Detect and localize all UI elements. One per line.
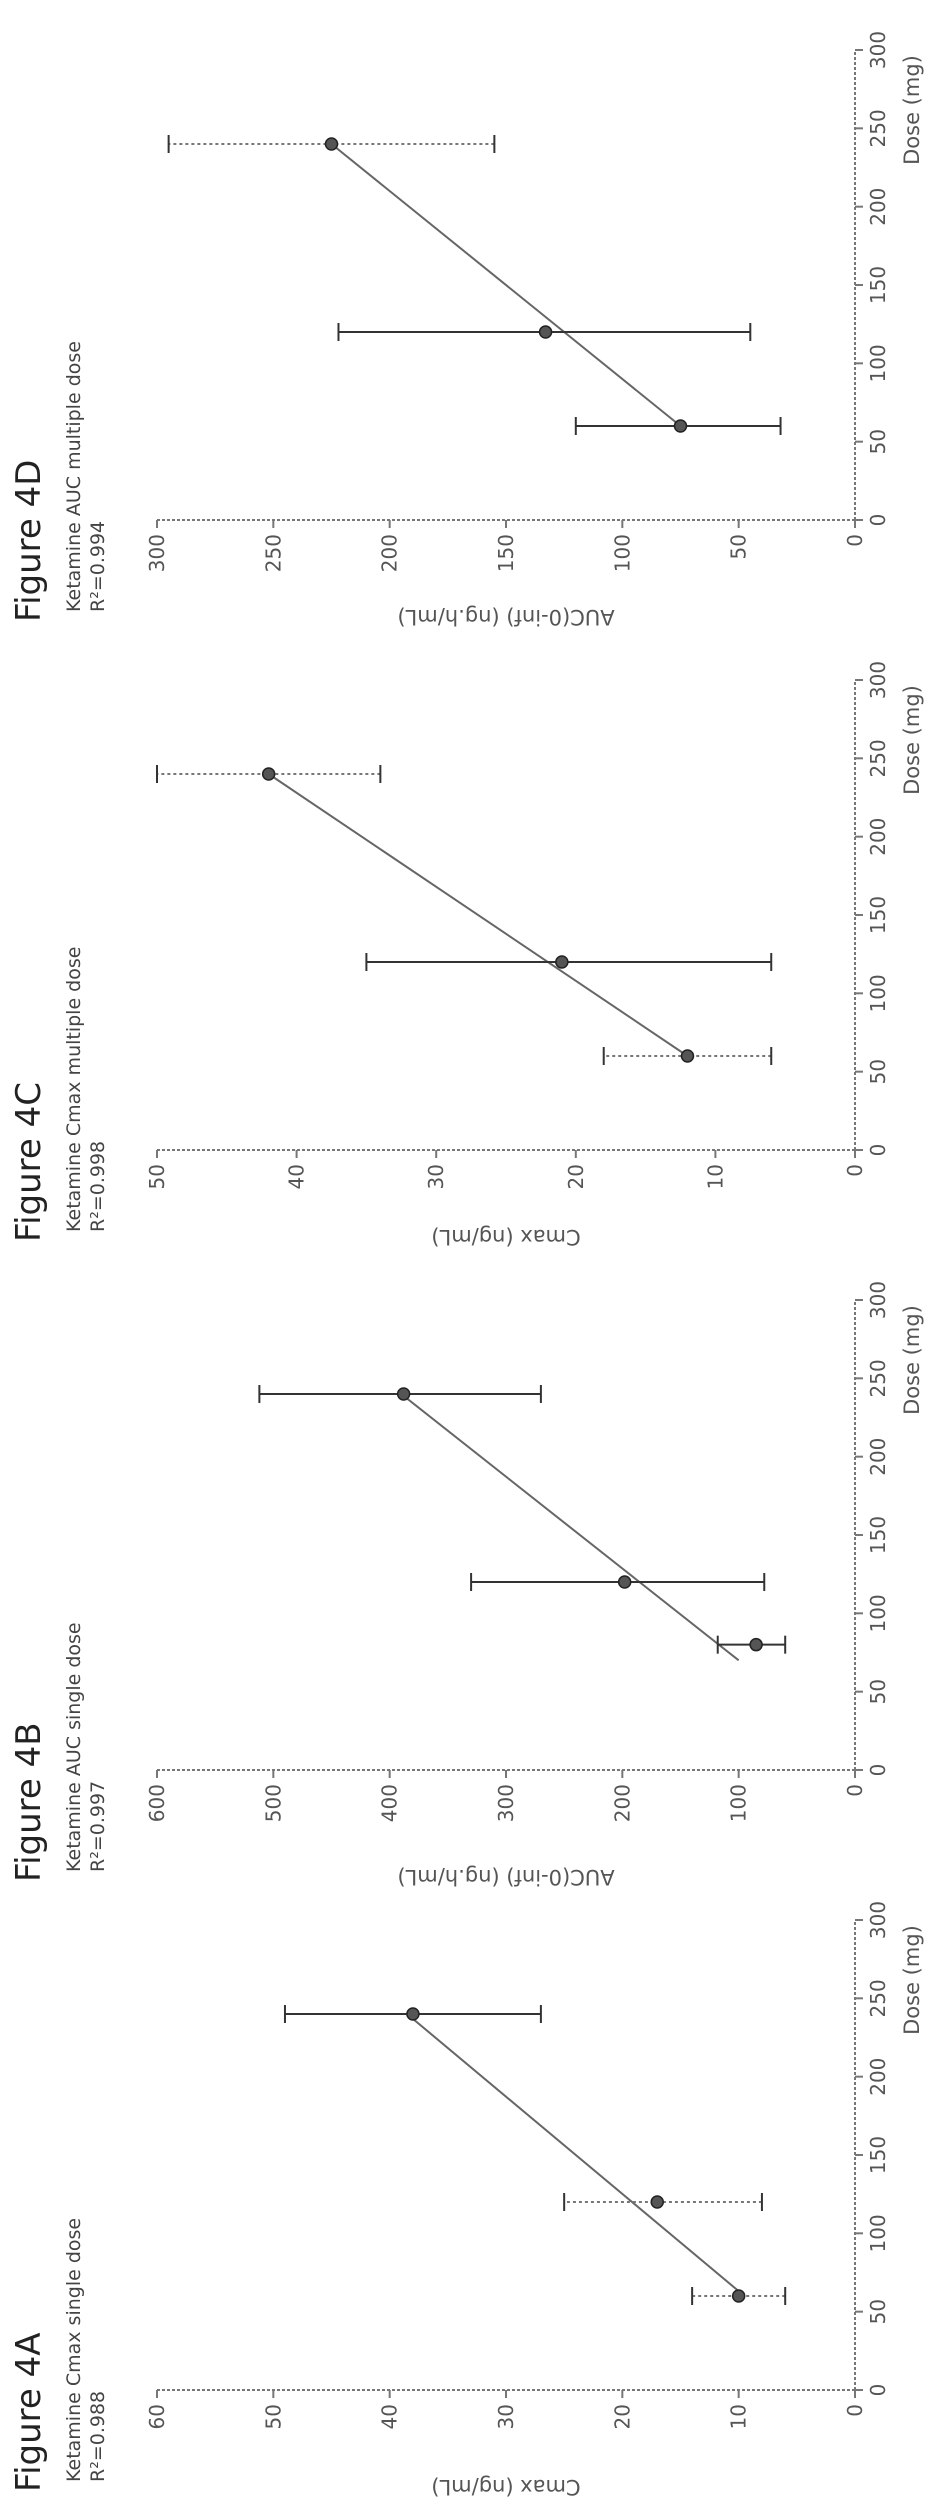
data-point	[673, 419, 688, 433]
y-tick-label: 60	[145, 2404, 169, 2429]
y-tick-label: 500	[261, 1784, 285, 1822]
y-tick-label: 40	[378, 2404, 402, 2429]
x-tick-label: 250	[866, 1979, 890, 2017]
x-tick-label: 200	[866, 818, 890, 856]
r-squared-label: R²=0.988	[87, 2391, 109, 2482]
x-tick-label: 250	[866, 109, 890, 147]
figure-label: Figure 4A	[9, 2332, 49, 2492]
chart-panel-2: Figure 4B Ketamine AUC single dose R²=0.99…	[9, 1281, 924, 1889]
x-tick-label: 300	[866, 661, 890, 699]
y-tick-label: 200	[610, 1784, 634, 1822]
chart-title: Ketamine AUC single dose	[63, 1622, 85, 1872]
x-tick-label: 250	[866, 1359, 890, 1397]
y-tick-label: 150	[494, 534, 518, 572]
trend-line	[406, 2013, 746, 2297]
y-tick-label: 250	[261, 534, 285, 572]
chart-panel-3: Figure 4C Ketamine Cmax multiple dose R²=0…	[9, 661, 924, 1249]
chart-panel-1: Figure 4A Ketamine Cmax single dose R²=0.9…	[9, 1901, 924, 2499]
y-axis-title: Cmax (ng/mL)	[431, 2475, 580, 2499]
y-tick-label: 10	[703, 1164, 727, 1189]
y-tick-label: 0	[843, 1164, 867, 1177]
x-tick-label: 0	[866, 1144, 890, 1157]
x-tick-label: 50	[866, 429, 890, 454]
x-axis-title: Dose (mg)	[900, 55, 924, 165]
data-point	[406, 2007, 420, 2021]
y-tick-label: 40	[285, 1164, 309, 1189]
x-tick-label: 150	[866, 1516, 890, 1554]
data-point	[650, 2195, 664, 2209]
y-tick-label: 30	[424, 1164, 448, 1189]
r-squared-label: R²=0.997	[87, 1781, 109, 1872]
x-tick-label: 200	[866, 1438, 890, 1476]
data-point	[680, 1049, 695, 1063]
figure-label: Figure 4C	[9, 1082, 49, 1242]
y-tick-label: 50	[261, 2404, 285, 2429]
y-tick-label: 0	[843, 534, 867, 547]
y-tick-label: 20	[564, 1164, 588, 1189]
x-tick-label: 100	[866, 344, 890, 382]
r-squared-label: R²=0.998	[87, 1141, 109, 1232]
y-tick-label: 600	[145, 1784, 169, 1822]
x-tick-label: 300	[866, 1901, 890, 1939]
x-tick-label: 300	[866, 31, 890, 69]
y-tick-label: 0	[843, 2404, 867, 2417]
figure-label: Figure 4D	[9, 460, 49, 622]
data-point	[617, 1575, 632, 1589]
chart-title: Ketamine Cmax single dose	[63, 2218, 85, 2482]
y-tick-label: 400	[378, 1784, 402, 1822]
y-tick-label: 50	[727, 534, 751, 559]
x-tick-label: 250	[866, 739, 890, 777]
x-tick-label: 150	[866, 266, 890, 304]
data-point	[749, 1637, 763, 1652]
y-axis-title: Cmax (ng/mL)	[431, 1225, 580, 1249]
x-axis-title: Dose (mg)	[900, 1305, 924, 1415]
chart-title: Ketamine Cmax multiple dose	[63, 947, 85, 1232]
x-axis-title: Dose (mg)	[900, 1925, 924, 2035]
data-point	[731, 2289, 746, 2303]
figure-label: Figure 4B	[9, 1722, 49, 1882]
y-tick-label: 300	[145, 534, 169, 572]
data-point	[396, 1387, 411, 1401]
trend-line	[400, 1393, 740, 1662]
chart-title: Ketamine AUC multiple dose	[63, 341, 85, 612]
x-tick-label: 50	[866, 2299, 890, 2324]
y-axis-title: AUC(0-inf) (ng.h/mL)	[397, 1865, 614, 1889]
y-axis-title: AUC(0-inf) (ng.h/mL)	[397, 605, 614, 629]
x-tick-label: 50	[866, 1679, 890, 1704]
y-tick-label: 0	[843, 1784, 867, 1797]
x-tick-label: 0	[866, 514, 890, 527]
x-tick-label: 100	[866, 2214, 890, 2252]
data-point	[261, 767, 276, 781]
x-tick-label: 200	[866, 2058, 890, 2096]
y-tick-label: 300	[494, 1784, 518, 1822]
x-tick-label: 0	[866, 1764, 890, 1777]
data-point	[324, 137, 339, 151]
y-tick-label: 50	[145, 1164, 169, 1189]
x-tick-label: 50	[866, 1059, 890, 1084]
r-squared-label: R²=0.994	[87, 521, 109, 612]
trend-line	[330, 143, 682, 427]
trend-line	[268, 773, 689, 1057]
x-axis-title: Dose (mg)	[900, 685, 924, 795]
chart-panel-4: Figure 4D Ketamine AUC multiple dose R²=0.…	[9, 31, 924, 629]
data-point	[538, 325, 553, 339]
y-tick-label: 100	[610, 534, 634, 572]
x-tick-label: 150	[866, 2136, 890, 2174]
x-tick-label: 0	[866, 2384, 890, 2397]
x-tick-label: 150	[866, 896, 890, 934]
x-tick-label: 300	[866, 1281, 890, 1319]
y-tick-label: 200	[378, 534, 402, 572]
y-tick-label: 20	[610, 2404, 634, 2429]
y-tick-label: 30	[494, 2404, 518, 2429]
data-point	[555, 955, 569, 969]
x-tick-label: 100	[866, 1594, 890, 1632]
y-tick-label: 10	[727, 2404, 751, 2429]
x-tick-label: 200	[866, 188, 890, 226]
y-tick-label: 100	[727, 1784, 751, 1822]
x-tick-label: 100	[866, 974, 890, 1012]
